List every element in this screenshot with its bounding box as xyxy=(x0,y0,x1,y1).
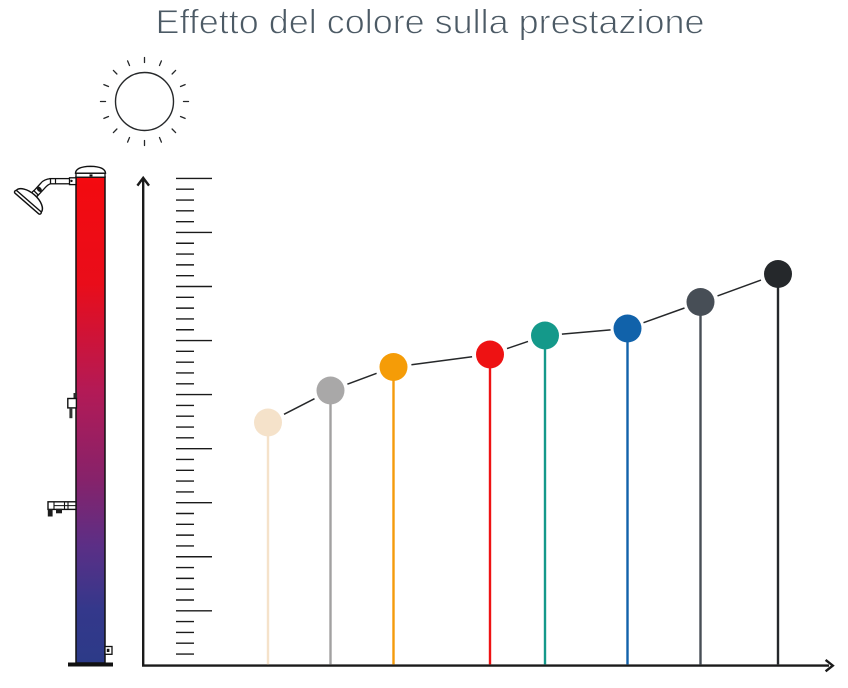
svg-text:Effetto del colore sulla prest: Effetto del colore sulla prestazione xyxy=(156,4,705,42)
